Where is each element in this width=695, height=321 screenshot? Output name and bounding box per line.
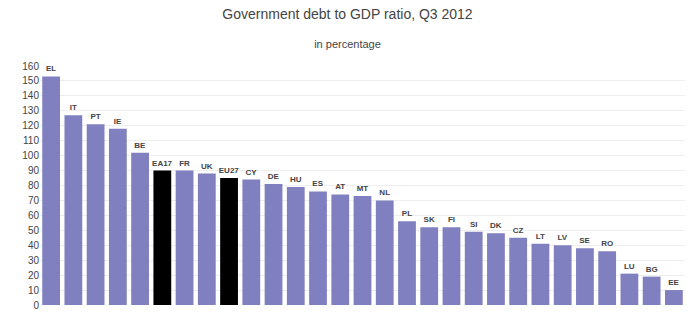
svg-text:130: 130: [22, 105, 39, 116]
svg-text:HU: HU: [290, 175, 302, 184]
svg-text:CY: CY: [245, 168, 257, 177]
svg-text:IE: IE: [114, 117, 122, 126]
svg-text:100: 100: [22, 150, 39, 161]
svg-text:SK: SK: [424, 215, 435, 224]
svg-text:BE: BE: [134, 141, 146, 150]
svg-text:40: 40: [28, 240, 40, 251]
svg-text:NL: NL: [379, 188, 390, 197]
svg-text:120: 120: [22, 120, 39, 131]
svg-text:110: 110: [23, 135, 39, 146]
svg-text:in percentage: in percentage: [314, 38, 381, 50]
svg-text:ES: ES: [312, 179, 323, 188]
svg-text:160: 160: [22, 61, 39, 72]
svg-text:PT: PT: [90, 112, 100, 121]
svg-text:EA17: EA17: [152, 159, 173, 168]
svg-text:EU27: EU27: [219, 166, 240, 175]
svg-text:50: 50: [28, 225, 40, 236]
svg-text:FI: FI: [448, 215, 455, 224]
svg-text:MT: MT: [357, 184, 369, 193]
svg-text:CZ: CZ: [513, 226, 524, 235]
svg-text:90: 90: [28, 165, 40, 176]
svg-text:PL: PL: [402, 209, 412, 218]
svg-text:LV: LV: [558, 233, 568, 242]
svg-text:10: 10: [28, 285, 40, 296]
svg-text:DE: DE: [268, 172, 280, 181]
svg-text:80: 80: [28, 180, 40, 191]
svg-text:EL: EL: [46, 64, 56, 73]
svg-text:LT: LT: [536, 232, 545, 241]
svg-text:IT: IT: [70, 103, 77, 112]
svg-text:EE: EE: [668, 278, 679, 287]
svg-text:AT: AT: [335, 182, 345, 191]
svg-text:30: 30: [28, 255, 40, 266]
svg-text:SI: SI: [470, 220, 478, 229]
svg-text:RO: RO: [601, 239, 613, 248]
svg-text:0: 0: [33, 300, 39, 311]
svg-text:BG: BG: [646, 265, 658, 274]
svg-text:LU: LU: [624, 262, 635, 271]
svg-text:70: 70: [28, 195, 40, 206]
svg-text:150: 150: [22, 75, 39, 86]
svg-text:60: 60: [28, 210, 40, 221]
svg-text:SE: SE: [579, 236, 590, 245]
svg-text:DK: DK: [490, 221, 502, 230]
svg-text:FR: FR: [179, 159, 190, 168]
svg-text:20: 20: [28, 270, 40, 281]
svg-text:UK: UK: [201, 162, 213, 171]
svg-text:140: 140: [22, 90, 39, 101]
svg-text:Government debt to GDP ratio,: Government debt to GDP ratio, Q3 2012: [222, 6, 473, 22]
